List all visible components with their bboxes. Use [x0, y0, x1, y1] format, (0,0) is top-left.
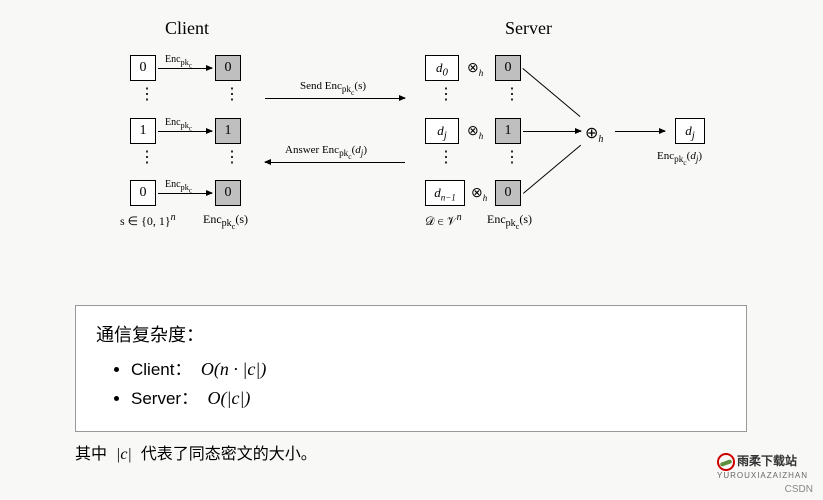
client-plain-0: 0 — [130, 55, 156, 81]
sum-op: ⊕h — [585, 123, 603, 145]
server-data-2: dn−1 — [425, 180, 465, 206]
client-title: Client — [165, 18, 209, 39]
sum-line — [522, 68, 580, 117]
vdots: ⋮ — [438, 153, 454, 163]
complexity-heading: 通信复杂度： — [96, 321, 726, 347]
vdots: ⋮ — [139, 90, 155, 100]
server-data-caption: 𝒟 ∈ 𝒱n — [425, 212, 462, 229]
vdots: ⋮ — [224, 90, 240, 100]
pir-diagram: Client Server 0 1 0 ⋮ ⋮ 0 1 0 ⋮ ⋮ Encpkc… — [75, 10, 775, 240]
server-cipher-1: 1 — [495, 118, 521, 144]
vdots: ⋮ — [139, 153, 155, 163]
vdots: ⋮ — [224, 153, 240, 163]
client-plain-1: 1 — [130, 118, 156, 144]
server-cipher-0: 0 — [495, 55, 521, 81]
enc-label: Encpkc — [165, 179, 192, 195]
vdots: ⋮ — [438, 90, 454, 100]
tensor-op: ⊗h — [467, 123, 483, 141]
vdots: ⋮ — [504, 90, 520, 100]
result-box: dj — [675, 118, 705, 144]
send-arrow — [265, 98, 405, 99]
client-cipher-0: 0 — [215, 55, 241, 81]
complexity-client: Client： O(n · |c|) — [131, 355, 726, 380]
server-data-0: d0 — [425, 55, 459, 81]
server-data-1: dj — [425, 118, 459, 144]
complexity-list: Client： O(n · |c|) Server： O(|c|) — [131, 355, 726, 409]
enc-label: Encpkc — [165, 54, 192, 70]
tensor-op: ⊗h — [467, 60, 483, 78]
site-logo: 雨柔下载站 YUROUXIAZAIZHAN — [717, 452, 808, 480]
result-caption: Encpkc(dj) — [657, 150, 702, 167]
client-cipher-caption: Encpkc(s) — [203, 212, 248, 231]
server-title: Server — [505, 18, 552, 39]
complexity-server: Server： O(|c|) — [131, 384, 726, 409]
tensor-op: ⊗h — [471, 185, 487, 203]
result-arrow — [615, 131, 665, 132]
footnote: 其中 |c| 代表了同态密文的大小。 — [75, 440, 317, 464]
client-plain-2: 0 — [130, 180, 156, 206]
answer-arrow — [265, 162, 405, 163]
enc-label: Encpkc — [165, 117, 192, 133]
client-domain: s ∈ {0, 1}n — [120, 212, 176, 229]
complexity-box: 通信复杂度： Client： O(n · |c|) Server： O(|c|) — [75, 305, 747, 432]
server-cipher-caption: Encpkc(s) — [487, 212, 532, 231]
csdn-watermark: CSDN — [785, 484, 813, 495]
send-label: Send Encpkc(s) — [300, 80, 366, 97]
server-cipher-2: 0 — [495, 180, 521, 206]
answer-label: Answer Encpkc(dj) — [285, 144, 367, 161]
logo-icon — [717, 453, 735, 471]
client-cipher-1: 1 — [215, 118, 241, 144]
client-cipher-2: 0 — [215, 180, 241, 206]
sum-line — [523, 145, 581, 194]
sum-line — [523, 131, 581, 132]
vdots: ⋮ — [504, 153, 520, 163]
